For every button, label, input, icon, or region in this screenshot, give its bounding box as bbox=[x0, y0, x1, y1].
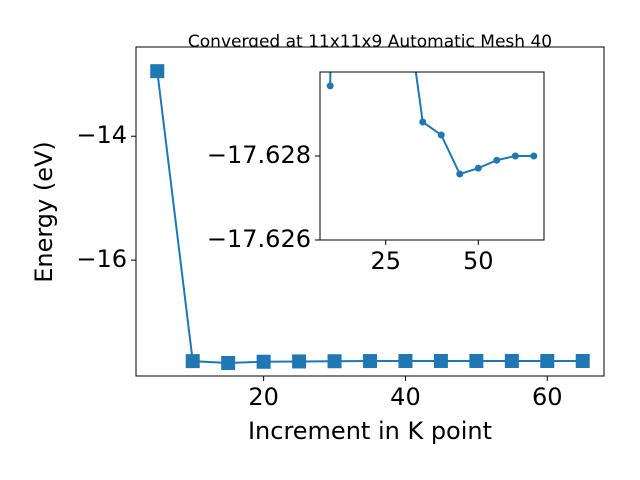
x-tick-label: 40 bbox=[390, 383, 421, 411]
data-point bbox=[530, 152, 538, 160]
data-point bbox=[150, 64, 165, 79]
data-point bbox=[327, 354, 342, 369]
plot-area bbox=[150, 64, 590, 370]
data-point bbox=[474, 164, 482, 172]
data-point bbox=[221, 355, 236, 370]
data-point bbox=[326, 82, 334, 90]
axes-frame bbox=[319, 71, 545, 241]
data-point bbox=[256, 354, 271, 369]
x-axis-label: Increment in K point bbox=[248, 417, 492, 445]
axes-frame bbox=[135, 46, 605, 377]
data-point bbox=[575, 354, 590, 369]
y-tick-label: −14 bbox=[76, 121, 127, 149]
data-point bbox=[398, 354, 413, 369]
data-point bbox=[292, 354, 307, 369]
y-tick-label: −17.628 bbox=[207, 141, 311, 169]
data-point bbox=[540, 354, 555, 369]
data-point bbox=[511, 152, 519, 160]
x-tick-label: 25 bbox=[370, 247, 401, 275]
data-point bbox=[433, 353, 448, 368]
x-tick-label: 20 bbox=[248, 383, 279, 411]
y-tick-label: −16 bbox=[76, 245, 127, 273]
y-axis-label: Energy (eV) bbox=[30, 141, 58, 283]
data-point bbox=[456, 170, 464, 178]
x-tick-label: 50 bbox=[463, 247, 494, 275]
data-point bbox=[419, 118, 427, 126]
x-tick-label: 60 bbox=[532, 383, 563, 411]
data-point bbox=[504, 353, 519, 368]
data-point bbox=[437, 131, 445, 139]
data-point bbox=[493, 156, 501, 164]
plot-area bbox=[326, 72, 538, 178]
plot-background bbox=[320, 72, 544, 240]
data-point bbox=[363, 354, 377, 369]
data-point bbox=[185, 354, 200, 369]
data-point bbox=[469, 353, 484, 368]
y-tick-label: −17.626 bbox=[207, 225, 311, 253]
